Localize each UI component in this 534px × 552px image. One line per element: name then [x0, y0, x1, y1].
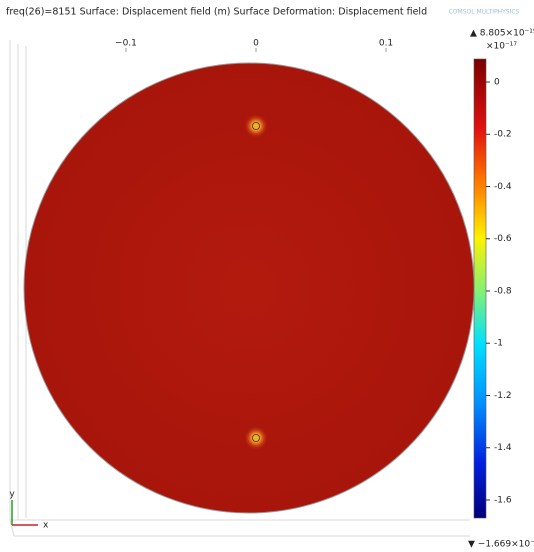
- colorbar-tick-label: -0.2: [494, 130, 512, 140]
- colorbar-tick-label: -0.4: [494, 182, 512, 192]
- colorbar-tick-label: -1.2: [494, 391, 512, 401]
- colorbar: [473, 58, 487, 519]
- x-tick-label: 0.1: [379, 39, 393, 49]
- x-tick-label: 0: [253, 39, 259, 49]
- colorbar-tick-label: 0: [494, 78, 500, 88]
- hotspot-point: [252, 434, 260, 442]
- y-axis-label: y: [9, 490, 15, 500]
- colorbar-multiplier: ×10⁻¹⁷: [486, 42, 517, 52]
- colorbar-tick-label: -1.6: [494, 495, 512, 505]
- hotspot-point: [252, 122, 260, 130]
- watermark: COMSOL MULTIPHYSICS: [449, 9, 520, 16]
- colorbar-max-label: ▲ 8.805×10⁻¹⁹: [470, 29, 534, 39]
- title: freq(26)=8151 Surface: Displacement fiel…: [6, 7, 427, 18]
- colorbar-min-label: ▼ −1.669×10⁻¹⁷: [468, 540, 534, 550]
- x-axis-label: x: [43, 521, 49, 531]
- colorbar-tick-label: -1.4: [494, 443, 512, 453]
- colorbar-tick-label: -0.6: [494, 234, 512, 244]
- colorbar-tick-label: -0.8: [494, 286, 512, 296]
- colorbar-tick-label: -1: [494, 339, 503, 349]
- x-tick-label: −0.1: [115, 39, 137, 49]
